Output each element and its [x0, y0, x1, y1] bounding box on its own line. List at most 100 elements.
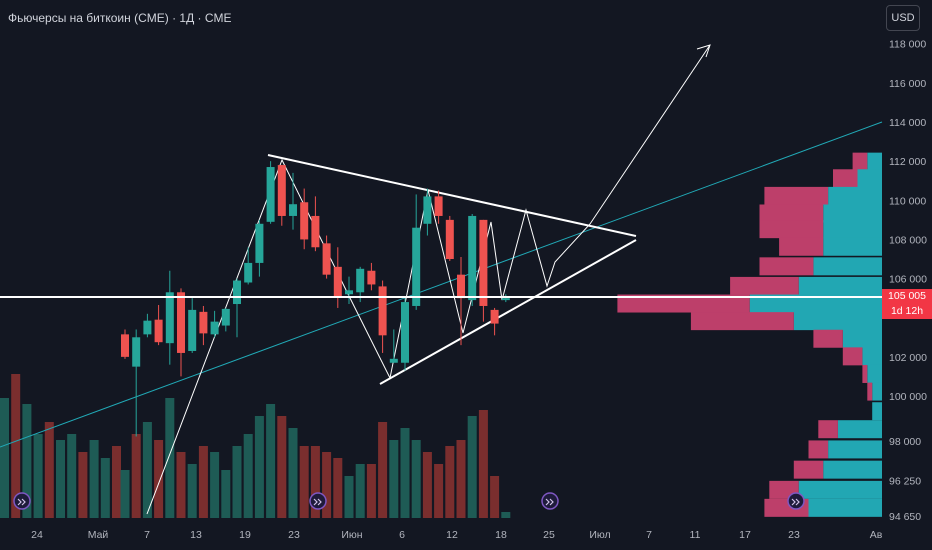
volume-bar [299, 446, 309, 518]
profile-bar-down [862, 364, 868, 383]
volume-bar [100, 458, 110, 518]
candle-body [345, 290, 353, 295]
candles [121, 161, 510, 437]
countdown-label: 1d 12h [882, 304, 932, 319]
volume-bar [198, 446, 208, 518]
volume-bars [0, 374, 511, 518]
time-tick-label: 18 [495, 529, 507, 541]
volume-bar [44, 422, 54, 518]
profile-bar-down [793, 460, 824, 479]
candle-body [412, 227, 421, 306]
profile-bar-down [833, 169, 858, 188]
time-tick-label: 13 [190, 529, 202, 541]
profile-bar-down [764, 186, 829, 205]
time-tick-label: 11 [690, 529, 701, 541]
chart-title: Фьючерсы на биткоин (CME) · 1Д · CME [8, 11, 232, 25]
volume-bar [78, 452, 88, 518]
volume-bar [400, 428, 410, 518]
volume-bar [33, 434, 43, 518]
volume-bar [434, 464, 444, 518]
candle-body [255, 223, 264, 263]
event-marker-glyph [313, 498, 322, 506]
volume-bar [467, 416, 477, 518]
volume-bar [22, 404, 32, 518]
volume-bar [154, 440, 164, 518]
projection-arrowhead [696, 44, 711, 58]
drawings [0, 44, 883, 515]
event-marker-glyph [791, 498, 800, 506]
profile-bar-up [798, 480, 882, 499]
volume-bar [355, 464, 365, 518]
volume-bar [232, 446, 242, 518]
candle-body [423, 196, 432, 224]
volume-bar [501, 512, 511, 518]
profile-bar-down [779, 237, 824, 256]
volume-bar [243, 434, 253, 518]
volume-bar [333, 458, 343, 518]
volume-bar [11, 374, 21, 518]
volume-bar [165, 398, 175, 518]
profile-bar-down [617, 294, 750, 313]
profile-bar-down [759, 220, 824, 239]
profile-bar-down [852, 152, 868, 171]
candle-body [289, 204, 297, 216]
candle-body [121, 334, 129, 357]
profile-bar-up [867, 364, 882, 383]
volume-bar [187, 464, 197, 518]
event-marker-icon [13, 492, 31, 510]
event-markers [13, 492, 805, 510]
profile-bar-up [828, 440, 882, 459]
profile-bar-up [823, 237, 882, 256]
profile-bar-down [808, 440, 829, 459]
candle-body [457, 274, 465, 299]
profile-bar-down [730, 276, 799, 295]
price-tick-label: 98 000 [889, 436, 921, 448]
volume-bar [277, 416, 287, 518]
time-tick-label: 7 [144, 529, 150, 541]
volume-bar [490, 476, 500, 518]
profile-bar-up [872, 382, 882, 401]
time-tick-label: 23 [788, 529, 800, 541]
candle-body [199, 311, 208, 334]
volume-bar [89, 440, 99, 518]
candle-body [244, 262, 253, 283]
volume-bar [120, 470, 130, 518]
candle-body [333, 266, 342, 297]
triangle-upper-line[interactable] [267, 154, 637, 237]
price-tick-label: 94 650 [889, 511, 921, 523]
profile-bar-down [690, 312, 794, 331]
currency-button[interactable]: USD [886, 5, 920, 31]
time-tick-label: Май [88, 529, 109, 541]
uptrend-line[interactable] [0, 121, 883, 448]
candle-body [389, 358, 398, 363]
price-tick-label: 116 000 [889, 78, 926, 90]
candle-body [311, 215, 320, 248]
event-marker-glyph [17, 498, 26, 506]
volume-bar [389, 440, 399, 518]
profile-bar-up [828, 186, 882, 205]
price-axis[interactable]: 118 000 116 000 114 000 112 000 110 000 108 0… [889, 39, 927, 523]
time-axis[interactable]: 24 Май 7 13 19 23 Июн 6 12 18 25 Июл 7 11 17 23 Ав [31, 529, 883, 541]
profile-bar-down [759, 257, 814, 276]
volume-bar [456, 440, 466, 518]
candle-body [356, 268, 365, 293]
time-tick-label: Июл [589, 529, 610, 541]
profile-bar-up [857, 169, 882, 188]
volume-bar [422, 452, 432, 518]
price-tick-label: 100 000 [889, 391, 927, 403]
volume-bar [445, 446, 455, 518]
triangle-lower-line[interactable] [379, 239, 637, 385]
candle-body [401, 302, 409, 363]
price-tick-label: 96 250 [889, 475, 921, 487]
volume-bar [142, 422, 152, 518]
elliott-wave-path[interactable] [146, 44, 711, 515]
volume-bar [478, 410, 488, 518]
candle-body [210, 321, 219, 335]
volume-bar [378, 422, 388, 518]
volume-bar [266, 404, 276, 518]
profile-bar-up [842, 329, 882, 348]
candle-body [177, 292, 185, 353]
profile-bar-up [872, 402, 882, 421]
candle-body [233, 280, 241, 305]
